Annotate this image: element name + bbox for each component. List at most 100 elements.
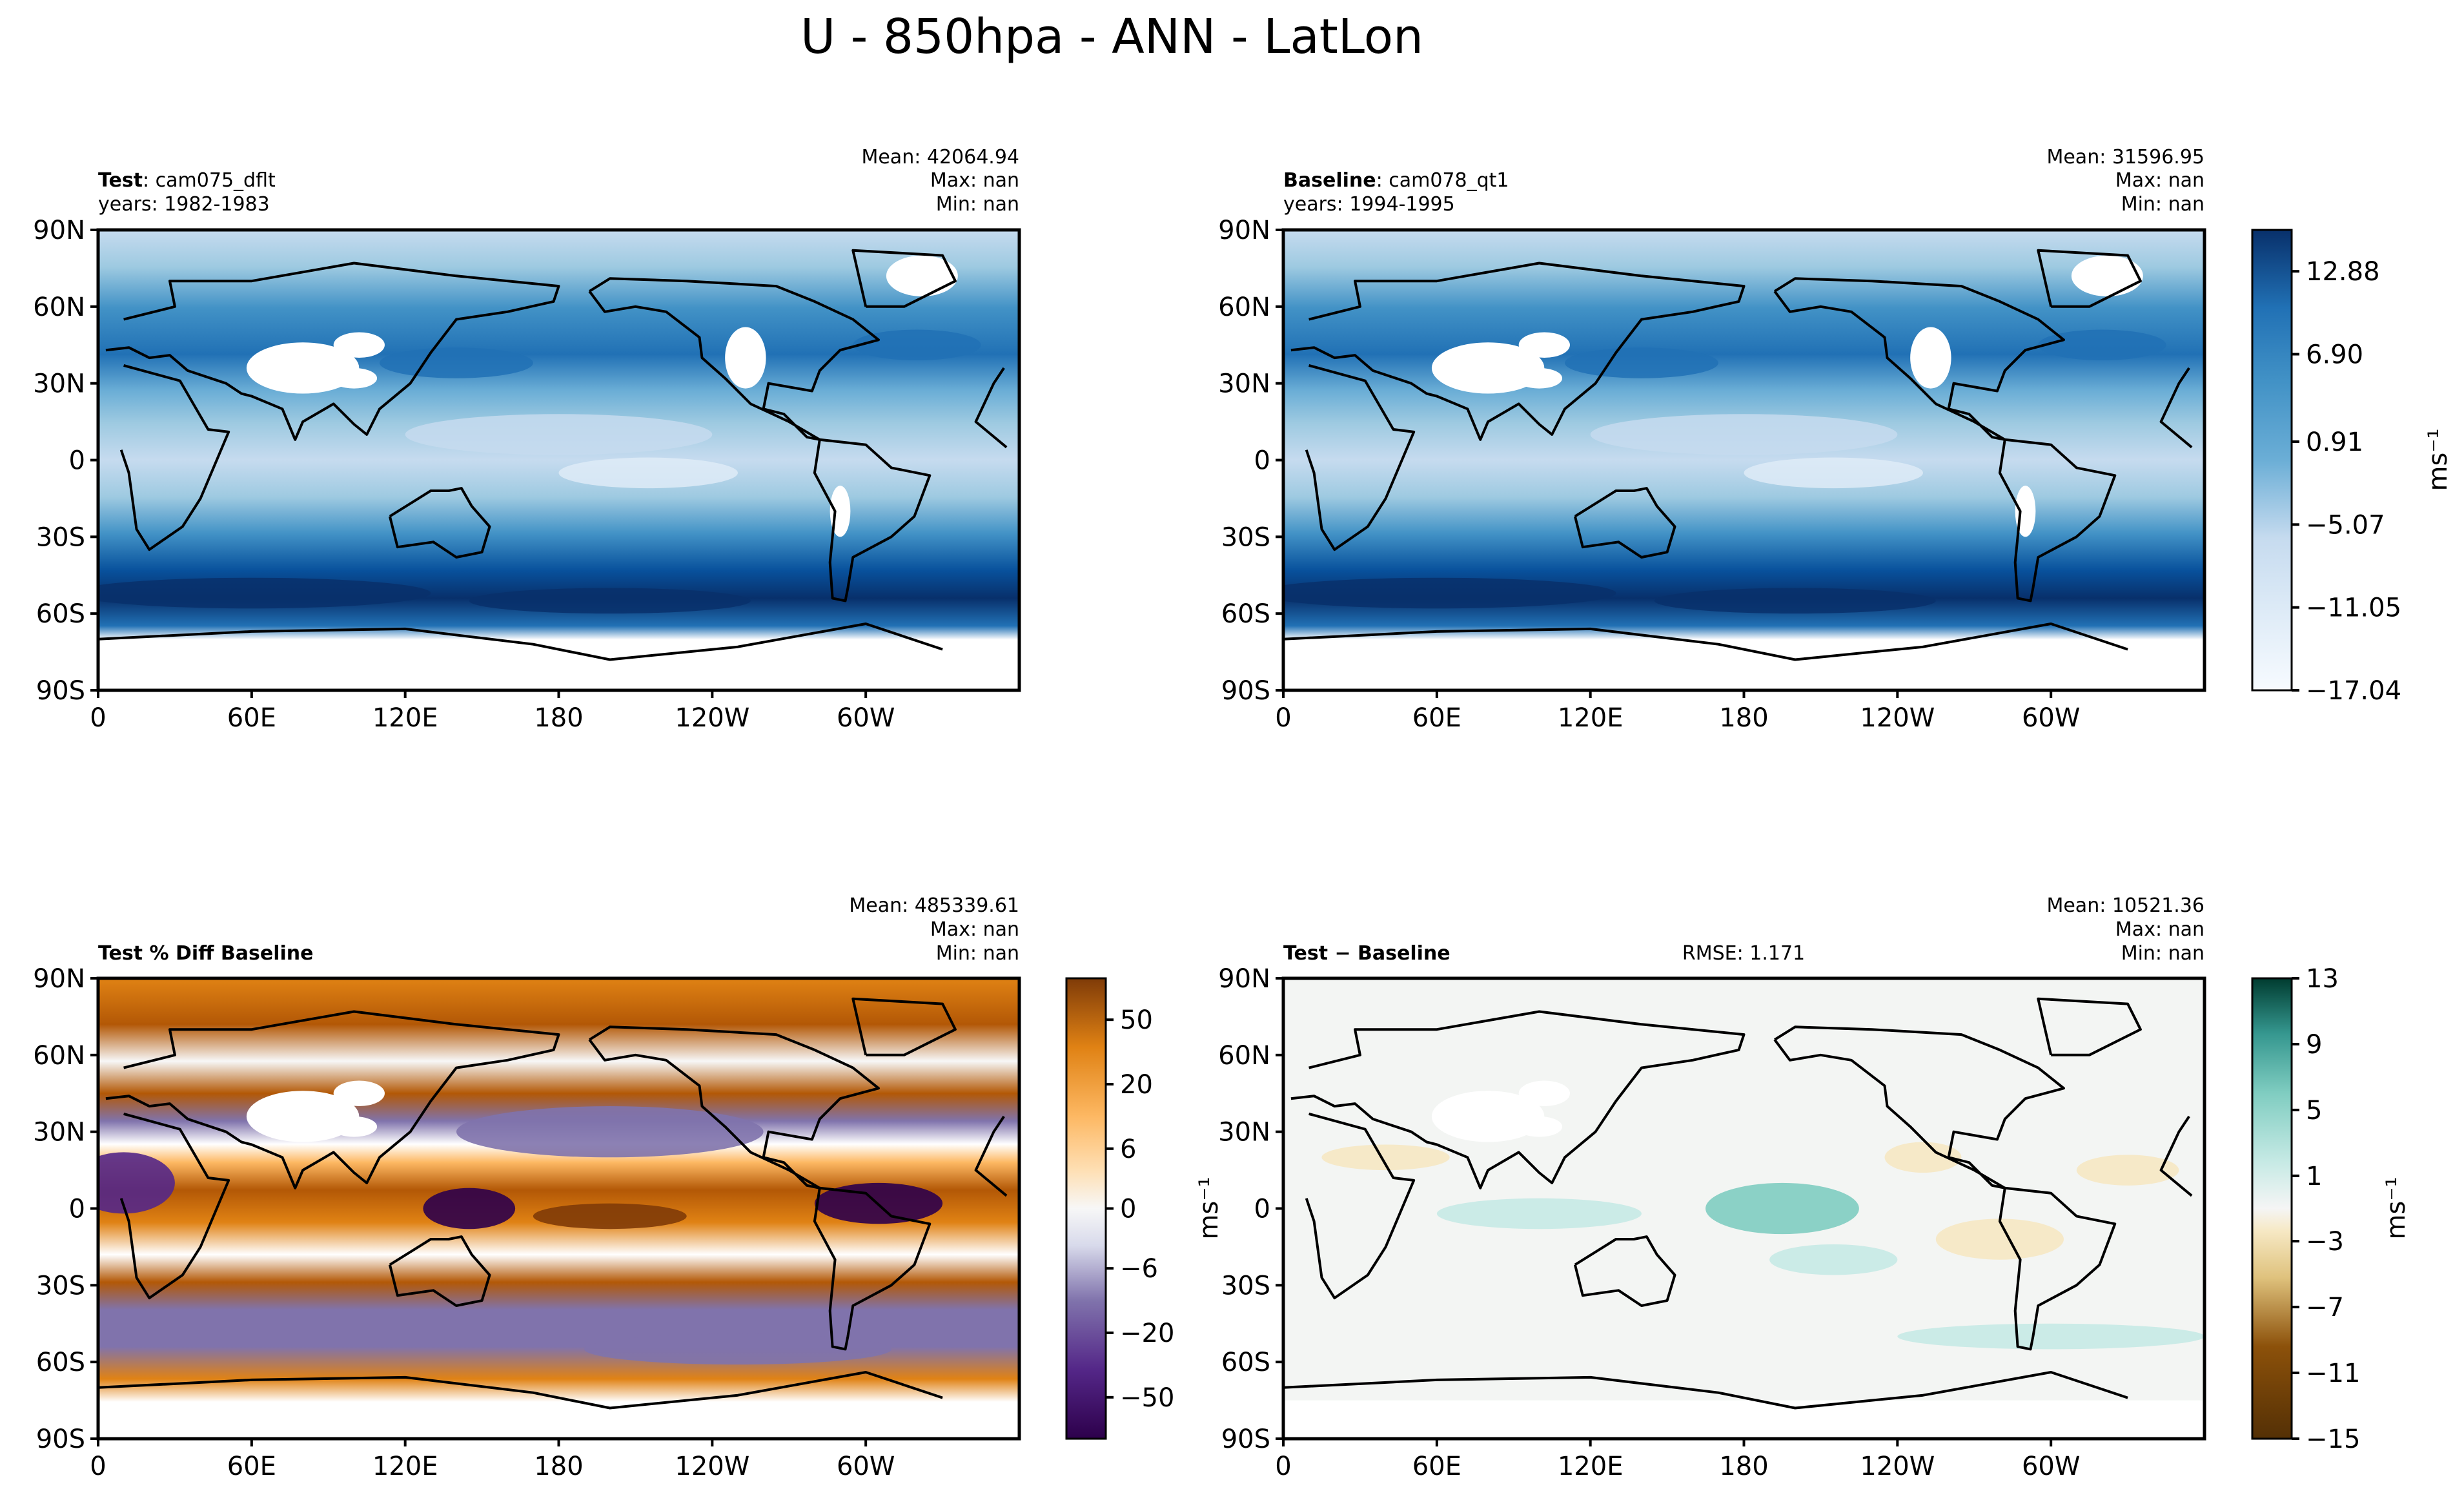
lon-tick-label: 0	[90, 1452, 106, 1481]
coastline	[1573, 487, 1676, 559]
missing-data-region	[1910, 327, 1951, 389]
lon-tick-label: 60E	[1412, 703, 1461, 733]
diff-anomaly	[1884, 1142, 1962, 1173]
panel-diff-min: Min: nan	[2121, 942, 2204, 965]
colorbar-main-ticks: 12.88 6.90 0.91 −5.07 −11.05 −17.04	[2292, 257, 2401, 706]
wind-band	[98, 577, 431, 609]
pct-diff-anomaly	[584, 1333, 891, 1365]
coastline	[1773, 1025, 2065, 1189]
lat-tick-label: 0	[1254, 446, 1270, 476]
lon-tick-label: 120E	[1558, 703, 1624, 733]
lon-tick-label: 180	[1719, 1452, 1768, 1481]
colorbar-main-unit: ms⁻¹	[2423, 429, 2453, 491]
lat-tick-label: 60S	[1221, 1348, 1270, 1377]
missing-data-region	[331, 1116, 378, 1137]
lat-tick-label: 60S	[36, 1348, 85, 1377]
antarctic-mask	[1283, 1400, 2204, 1439]
wind-band	[1654, 588, 1936, 614]
lat-tick-label: 30S	[36, 522, 85, 552]
lat-tick-label: 30N	[33, 1118, 85, 1147]
lat-tick-label: 0	[69, 1195, 85, 1224]
lat-tick-label: 30N	[1218, 369, 1270, 399]
colorbar-tick-label: −11.05	[2306, 593, 2401, 623]
colorbar-tick-label: −11	[2306, 1359, 2360, 1388]
pct-diff-anomaly	[98, 1152, 175, 1214]
map-field	[1283, 230, 2204, 690]
wind-band	[1744, 457, 1923, 489]
colorbar-diff-unit: ms⁻¹	[2381, 1177, 2411, 1240]
coastline	[1283, 622, 2128, 661]
diff-anomaly	[1935, 1219, 2064, 1260]
antarctic-mask	[98, 654, 1019, 690]
coastline	[1998, 1186, 2117, 1351]
colorbar-diff-bar	[2251, 977, 2293, 1440]
coastline	[1305, 364, 2193, 551]
panel-pctdiff-min: Min: nan	[936, 942, 1019, 965]
wind-band	[558, 457, 738, 489]
lat-tick-label: 60N	[33, 293, 85, 322]
lat-tick-label: 30S	[36, 1271, 85, 1301]
panel-baseline-label-bold: Baseline	[1283, 169, 1376, 192]
lat-tick-label: 90S	[1221, 1425, 1270, 1454]
lon-tick-label: 120W	[675, 1452, 749, 1481]
colorbar-pctdiff-unit: ms⁻¹	[1194, 1177, 1224, 1240]
panel-baseline-max: Max: nan	[2115, 169, 2204, 192]
colorbar-tick-label: −50	[1120, 1383, 1174, 1413]
panel-baseline-min: Min: nan	[2121, 193, 2204, 216]
coastline	[1305, 1112, 2193, 1300]
map-field	[98, 978, 1019, 1439]
lon-tick-label: 120W	[675, 703, 749, 733]
lat-tick-label: 30N	[1218, 1118, 1270, 1147]
lon-tick-label: 60W	[2022, 1452, 2080, 1481]
panel-pctdiff-mean: Mean: 485339.61	[849, 894, 1019, 917]
wind-band	[1590, 414, 1898, 455]
lat-tick-label: 60S	[1221, 599, 1270, 629]
panel-diff-max: Max: nan	[2115, 918, 2204, 941]
colorbar-tick-label: 9	[2306, 1030, 2322, 1060]
panel-pctdiff-max: Max: nan	[930, 918, 1019, 941]
colorbar-tick-label: −7	[2306, 1293, 2344, 1322]
colorbar-pctdiff-ticks: 50 20 6 0 −6 −20 −50	[1106, 1005, 1174, 1413]
wind-band	[405, 414, 713, 455]
coastline	[1573, 1235, 1676, 1307]
panel-baseline-label-rest: : cam078_qt1	[1376, 169, 1509, 192]
lon-tick-label: 60W	[837, 1452, 895, 1481]
panel-baseline-label: Baseline: cam078_qt1	[1283, 169, 1509, 192]
colorbar-tick-label: −5.07	[2306, 510, 2385, 540]
lat-tick-label: 90N	[1218, 964, 1270, 994]
panel-test-mean: Mean: 42064.94	[861, 146, 1019, 169]
colorbar-tick-label: −3	[2306, 1227, 2344, 1257]
colorbar-tick-label: 0.91	[2306, 427, 2363, 457]
lon-tick-label: 120W	[1860, 703, 1935, 733]
coastline	[813, 438, 932, 602]
antarctic-mask	[1283, 654, 2204, 690]
lon-tick-label: 120E	[372, 1452, 438, 1481]
lon-tick-label: 0	[90, 703, 106, 733]
missing-data-region	[1431, 342, 1545, 394]
diff-anomaly	[1705, 1182, 1859, 1235]
coastline	[588, 1025, 880, 1189]
lat-tick-label: 30S	[1221, 522, 1270, 552]
missing-data-region	[2071, 255, 2143, 296]
diff-anomaly	[1769, 1244, 1898, 1275]
colorbar-tick-label: −20	[1120, 1319, 1174, 1348]
panel-test-label: Test: cam075_dflt	[98, 169, 276, 192]
lat-tick-label: 60N	[1218, 1041, 1270, 1071]
coastline	[1283, 1371, 2128, 1410]
panel-pctdiff-label: Test % Diff Baseline	[98, 942, 314, 965]
lat-tick-label: 90S	[36, 676, 85, 706]
colorbar-tick-label: −17.04	[2306, 676, 2401, 706]
coastline	[1773, 277, 2065, 441]
lat-tick-label: 30N	[33, 369, 85, 399]
coastline	[1998, 438, 2117, 602]
missing-data-region	[1516, 1116, 1563, 1137]
map-field	[98, 230, 1019, 690]
lat-tick-label: 90N	[33, 216, 85, 245]
lat-tick-label: 0	[69, 446, 85, 476]
pct-diff-anomaly	[423, 1188, 516, 1229]
coastline	[2037, 997, 2142, 1056]
pct-diff-anomaly	[533, 1203, 687, 1229]
